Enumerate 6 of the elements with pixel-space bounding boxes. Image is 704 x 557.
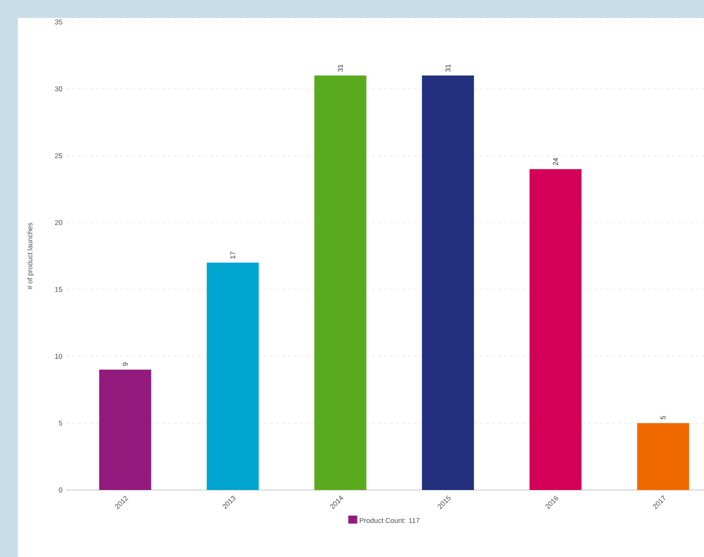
- bar: [206, 262, 259, 490]
- bar: [637, 423, 690, 490]
- bar: [530, 169, 582, 490]
- bar: [422, 75, 474, 490]
- bar: [314, 75, 366, 490]
- bar: [99, 370, 152, 490]
